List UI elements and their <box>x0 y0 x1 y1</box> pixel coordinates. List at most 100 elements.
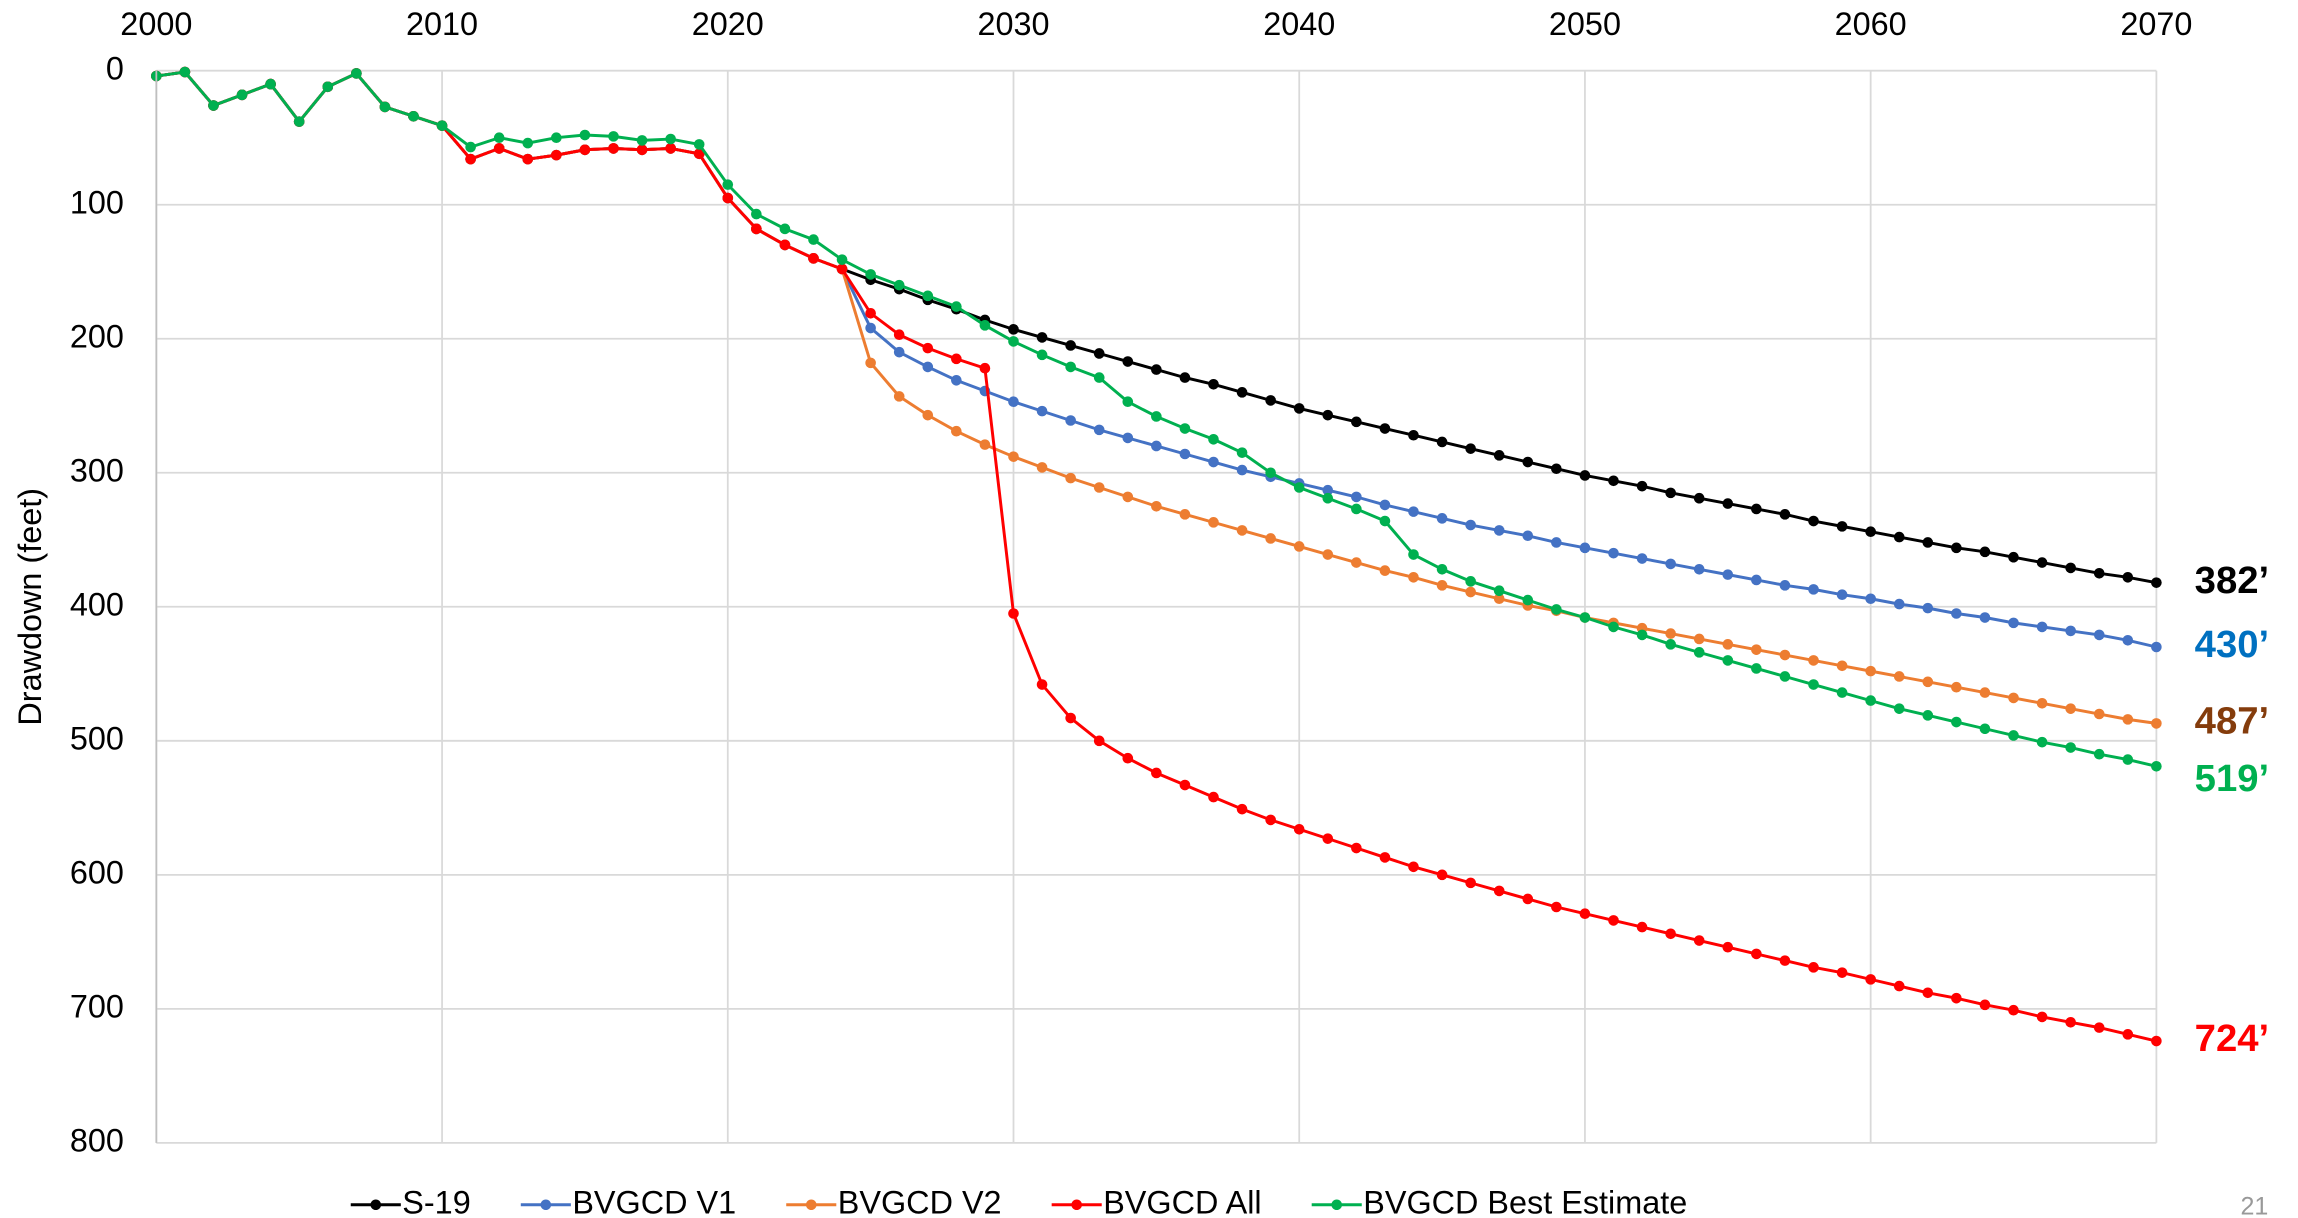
data-point <box>1808 962 1819 973</box>
data-point <box>1208 517 1219 528</box>
data-point <box>2036 557 2048 568</box>
data-point <box>1636 629 1648 641</box>
data-point <box>1179 509 1191 520</box>
data-point <box>1408 549 1419 560</box>
data-point <box>1236 447 1248 458</box>
data-point <box>1893 980 1905 992</box>
data-point <box>893 346 905 358</box>
data-point <box>1665 558 1676 570</box>
data-point <box>665 133 676 145</box>
legend-marker <box>805 1199 817 1211</box>
data-point <box>1179 372 1191 383</box>
data-point <box>1151 440 1162 452</box>
data-point <box>1122 491 1134 503</box>
data-point <box>1065 340 1076 351</box>
series-line <box>156 70 2157 1043</box>
data-point <box>1036 679 1048 690</box>
data-point <box>436 120 448 131</box>
data-point <box>465 153 476 165</box>
data-point <box>1322 492 1334 504</box>
data-point <box>1236 387 1248 398</box>
data-point <box>779 239 791 251</box>
data-point <box>1751 948 1762 960</box>
y-axis-label: Drawdown (feet) <box>12 488 48 726</box>
data-point <box>1836 521 1848 532</box>
data-point <box>322 81 334 93</box>
data-point <box>1151 767 1162 779</box>
data-point <box>951 353 962 365</box>
data-point <box>1379 515 1391 527</box>
x-tick-label: 2020 <box>692 6 764 42</box>
legend-item: BVGCD Best Estimate <box>1311 1184 1687 1218</box>
data-point <box>1436 436 1448 448</box>
data-point <box>1808 584 1819 595</box>
data-point <box>951 374 962 386</box>
data-point <box>693 139 705 150</box>
data-point <box>1293 403 1305 414</box>
series-line <box>156 70 2157 649</box>
y-tick-label: 100 <box>70 184 124 220</box>
data-point <box>1408 861 1419 873</box>
data-point <box>1865 665 1876 677</box>
data-point <box>1065 472 1076 484</box>
data-point <box>1922 710 1934 721</box>
data-point <box>2093 1022 2105 1033</box>
data-point <box>1722 655 1734 666</box>
x-tick-label: 2060 <box>1835 6 1907 42</box>
data-point <box>2036 736 2048 748</box>
data-point <box>1893 531 1905 543</box>
data-point <box>1379 423 1391 434</box>
data-point <box>1865 695 1876 706</box>
data-point <box>1779 955 1791 966</box>
data-point <box>1151 411 1162 422</box>
data-point <box>2093 629 2105 641</box>
data-point <box>1008 608 1019 619</box>
data-point <box>1551 463 1562 475</box>
data-point <box>1293 482 1305 493</box>
data-point <box>2151 1035 2162 1047</box>
data-point <box>1579 612 1591 623</box>
data-point <box>1465 586 1476 598</box>
data-point <box>1522 893 1534 905</box>
data-point <box>636 144 648 156</box>
data-point <box>1979 687 1991 698</box>
data-point <box>579 144 591 156</box>
data-point <box>1636 480 1648 492</box>
data-point <box>1922 602 1934 614</box>
data-point <box>865 322 876 334</box>
data-point <box>1608 475 1619 487</box>
data-point <box>1122 396 1134 408</box>
data-point <box>1093 348 1105 359</box>
data-point <box>1436 869 1448 881</box>
data-point <box>2093 708 2105 720</box>
data-point <box>865 357 876 369</box>
y-tick-label: 0 <box>106 50 124 86</box>
x-tick-label: 2070 <box>2120 6 2192 42</box>
data-point <box>1236 803 1248 815</box>
data-point <box>1836 589 1848 601</box>
data-point <box>893 391 905 402</box>
data-point <box>2008 730 2019 741</box>
data-point <box>1779 649 1791 661</box>
data-point <box>1465 519 1476 531</box>
data-point <box>1979 546 1991 558</box>
data-point <box>1579 542 1591 554</box>
data-point <box>1093 735 1105 747</box>
data-point <box>493 143 505 154</box>
data-point <box>1693 633 1705 645</box>
data-point <box>665 143 676 154</box>
data-point <box>1808 679 1819 690</box>
data-point <box>1122 356 1134 367</box>
data-point <box>722 179 734 190</box>
data-point <box>1608 621 1619 633</box>
data-point <box>1893 703 1905 714</box>
data-point <box>1922 537 1934 548</box>
data-point <box>1865 526 1876 538</box>
data-point <box>2122 572 2134 583</box>
data-point <box>893 329 905 341</box>
legend-label: BVGCD V1 <box>572 1184 736 1218</box>
data-point <box>2036 1011 2048 1023</box>
data-point <box>1808 515 1819 527</box>
data-point <box>379 101 391 113</box>
